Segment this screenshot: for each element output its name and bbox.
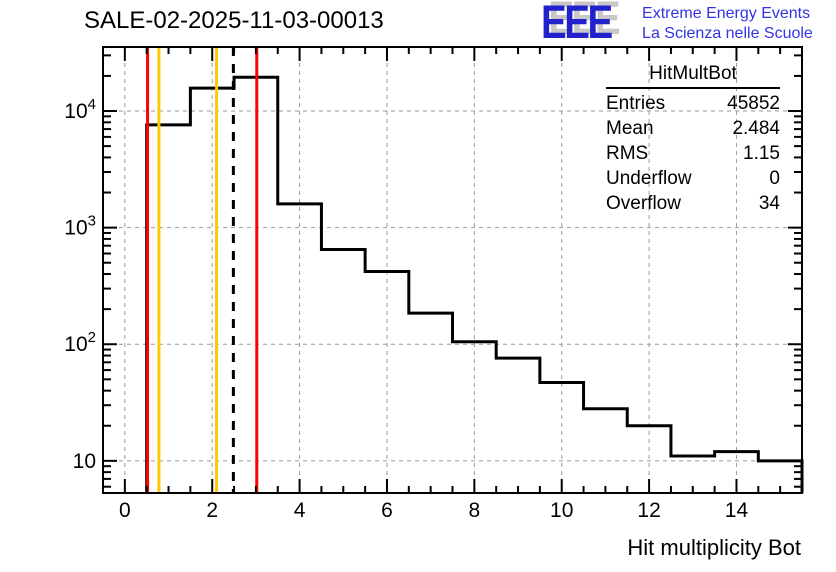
x-tick-label: 4 bbox=[294, 499, 306, 522]
x-tick-label: 2 bbox=[206, 499, 218, 522]
stat-label: RMS bbox=[606, 143, 649, 164]
stats-row-underflow: Underflow 0 bbox=[606, 166, 780, 191]
x-tick-labels: 0 2 4 6 8 10 12 14 bbox=[119, 499, 748, 522]
y-tick-label: 104 bbox=[64, 96, 96, 123]
y-tick-label: 103 bbox=[64, 213, 96, 240]
stat-label: Overflow bbox=[606, 193, 681, 214]
stats-row-overflow: Overflow 34 bbox=[606, 191, 780, 216]
stats-box: HitMultBot Entries 45852 Mean 2.484 RMS … bbox=[606, 63, 780, 216]
x-tick-label: 14 bbox=[725, 499, 749, 522]
stat-label: Mean bbox=[606, 118, 654, 139]
eee-logo-line1: Extreme Energy Events bbox=[642, 5, 811, 22]
x-tick-label: 10 bbox=[550, 499, 573, 522]
y-tick-label: 10 bbox=[73, 450, 96, 473]
plot-grid bbox=[103, 47, 802, 493]
y-tick-label: 102 bbox=[64, 329, 96, 356]
x-tick-label: 6 bbox=[381, 499, 393, 522]
plot-title: SALE-02-2025-11-03-00013 bbox=[84, 7, 384, 34]
stat-value: 2.484 bbox=[732, 118, 780, 139]
x-axis-ticks bbox=[102, 47, 803, 493]
eee-logo-line2: La Scienza nelle Scuole bbox=[642, 25, 813, 42]
stat-value: 45852 bbox=[727, 93, 780, 114]
y-axis-ticks bbox=[103, 54, 802, 488]
x-tick-label: 8 bbox=[469, 499, 481, 522]
stats-box-title: HitMultBot bbox=[606, 63, 780, 89]
histogram-line bbox=[145, 75, 804, 493]
marker-lines bbox=[146, 47, 259, 493]
stats-row-rms: RMS 1.15 bbox=[606, 141, 780, 166]
eee-logo-text: Extreme Energy Events La Scienza nelle S… bbox=[642, 1, 813, 44]
eee-logo-acronym: EEE bbox=[541, 0, 613, 48]
histogram bbox=[145, 75, 804, 493]
stats-box-rows: Entries 45852 Mean 2.484 RMS 1.15 Underf… bbox=[606, 89, 780, 216]
x-axis-title: Hit multiplicity Bot bbox=[627, 535, 801, 560]
eee-logo: EEE Extreme Energy Events La Scienza nel… bbox=[541, 0, 813, 48]
stat-label: Entries bbox=[606, 93, 666, 114]
stats-row-entries: Entries 45852 bbox=[606, 91, 780, 116]
stat-value: 1.15 bbox=[743, 143, 780, 164]
stat-value: 0 bbox=[769, 168, 780, 189]
stat-label: Underflow bbox=[606, 168, 692, 189]
stats-row-mean: Mean 2.484 bbox=[606, 116, 780, 141]
x-tick-label: 12 bbox=[637, 499, 660, 522]
x-tick-label: 0 bbox=[119, 499, 131, 522]
y-tick-labels: 10 102 103 104 bbox=[64, 96, 96, 473]
stat-value: 34 bbox=[758, 193, 780, 214]
